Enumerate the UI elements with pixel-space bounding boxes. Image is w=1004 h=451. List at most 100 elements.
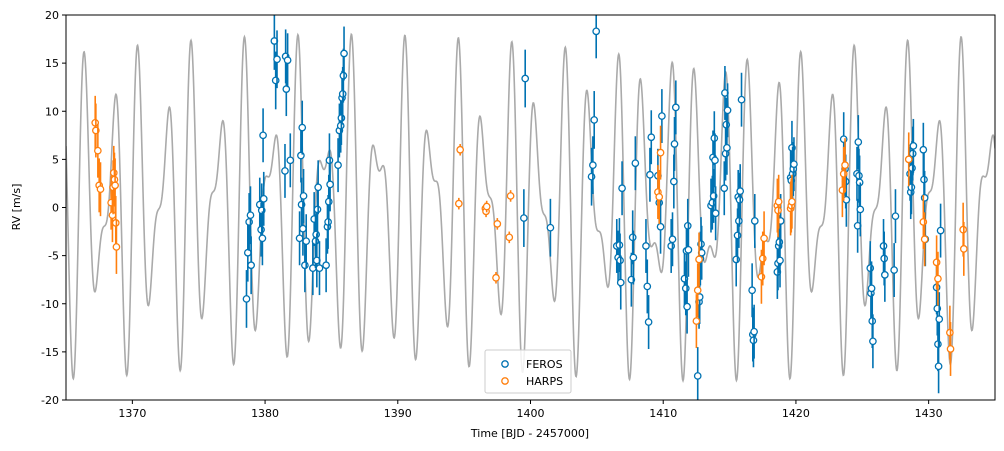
x-axis-label: Time [BJD - 2457000] [470, 427, 589, 440]
feros-point [737, 95, 746, 104]
harps-point [655, 193, 664, 201]
harps-point [932, 258, 941, 267]
model-curve-layer [66, 32, 995, 383]
feros-point [283, 56, 292, 65]
feros-point [301, 261, 309, 270]
legend-feros-marker [501, 360, 509, 368]
feros-point [298, 123, 307, 132]
harps-point [94, 146, 102, 155]
harps-point [904, 155, 913, 164]
legend-harps-marker [501, 377, 509, 385]
harps-point [920, 235, 929, 244]
feros-point [668, 235, 677, 244]
feros-point [750, 327, 758, 336]
feros-point [246, 211, 255, 220]
harps-point [946, 345, 955, 353]
feros-point [273, 55, 281, 64]
x-tick-label: 1430 [915, 407, 943, 420]
feros-point [258, 234, 267, 243]
harps-point [692, 317, 701, 325]
feros-point [326, 180, 334, 189]
feros-point [340, 49, 348, 58]
feros-point [322, 261, 330, 270]
feros-point [867, 284, 876, 293]
feros-point [854, 138, 863, 146]
feros-point [286, 156, 295, 165]
feros-point [299, 192, 308, 200]
feros-point [618, 184, 626, 193]
x-tick-label: 1390 [384, 407, 412, 420]
harps-point [456, 145, 465, 154]
feros-point [656, 222, 665, 231]
feros-point [334, 161, 342, 169]
feros-point [242, 295, 251, 303]
feros-point [869, 337, 877, 346]
feros-point [748, 286, 756, 295]
feros-point [297, 151, 305, 160]
feros-point [750, 217, 759, 225]
feros-point [681, 284, 690, 293]
feros-point [670, 140, 679, 148]
harps-point [841, 161, 849, 169]
feros-point [891, 212, 900, 221]
harps-point [492, 273, 500, 282]
x-tick-label: 1370 [118, 407, 146, 420]
feros-point [856, 205, 865, 214]
feros-point [282, 85, 291, 93]
feros-point [245, 218, 253, 226]
feros-point [920, 194, 929, 202]
feros-point [314, 183, 323, 192]
y-tick-label: -5 [48, 250, 59, 263]
legend-item-harps: HARPS [501, 375, 563, 388]
feros-point [587, 172, 596, 181]
x-axis: 1370 1380 1390 1400 1410 1420 1430 [118, 400, 943, 420]
y-axis-label: RV [m/s] [10, 184, 23, 231]
y-tick-label: -20 [41, 394, 59, 407]
y-tick-label: -15 [41, 346, 59, 359]
harps-point [934, 274, 942, 283]
harps-point [758, 254, 767, 263]
feros-point [259, 194, 268, 203]
feros-point [281, 167, 289, 175]
data-points-layer [91, 15, 968, 400]
feros-point [880, 271, 889, 279]
y-tick-label: -10 [41, 298, 59, 311]
feros-point [647, 133, 656, 142]
feros-point [616, 278, 625, 287]
harps-point [493, 220, 502, 228]
harps-point [506, 192, 515, 200]
harps-point [693, 286, 702, 295]
plot-area [65, 14, 996, 401]
feros-point [643, 282, 652, 291]
feros-point [592, 27, 601, 36]
series-harps [91, 95, 968, 376]
feros-point [546, 223, 555, 232]
feros-point [590, 116, 599, 124]
feros-point [776, 256, 784, 265]
feros-point [247, 261, 255, 270]
feros-point [589, 161, 597, 169]
feros-point [720, 184, 729, 193]
harps-point [757, 272, 766, 281]
feros-point [723, 106, 732, 115]
feros-point [693, 372, 702, 380]
y-tick-label: 10 [45, 105, 59, 118]
x-tick-label: 1410 [649, 407, 677, 420]
x-tick-label: 1400 [517, 407, 545, 420]
harps-point [774, 197, 783, 206]
feros-point [644, 318, 653, 326]
feros-point [934, 362, 943, 371]
harps-point [111, 181, 119, 190]
y-tick-label: 15 [45, 57, 59, 70]
feros-point [733, 231, 742, 240]
legend-item-feros: FEROS [501, 358, 563, 371]
feros-point [669, 177, 678, 186]
feros-point [302, 237, 311, 246]
feros-point [667, 242, 676, 250]
harps-point [959, 245, 968, 253]
feros-point [909, 142, 918, 150]
harps-point [839, 169, 848, 178]
legend: FEROS HARPS [484, 349, 572, 394]
feros-point [890, 266, 898, 274]
feros-point [683, 302, 691, 311]
